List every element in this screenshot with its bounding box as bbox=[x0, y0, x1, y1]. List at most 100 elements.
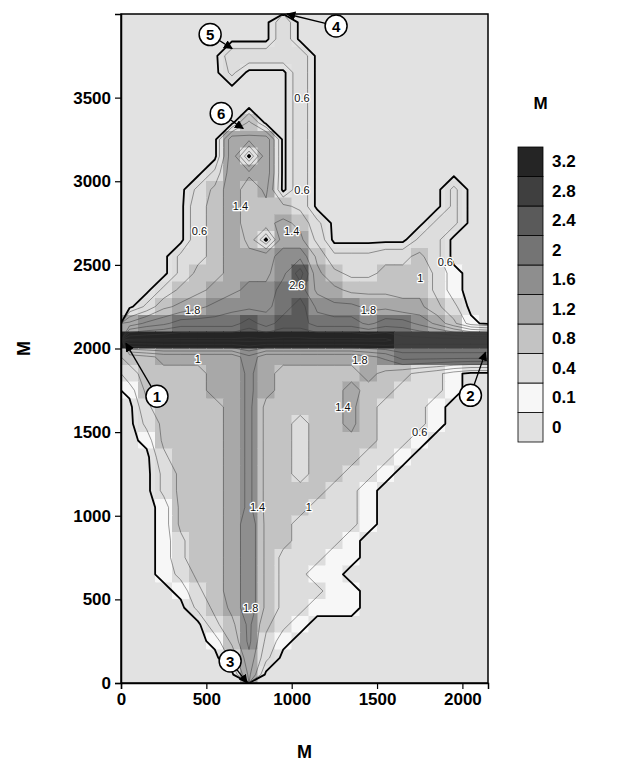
depth-cell bbox=[223, 265, 240, 282]
plot-frame bbox=[121, 14, 488, 683]
depth-cell bbox=[445, 215, 462, 232]
depth-cell bbox=[138, 248, 155, 265]
depth-cell bbox=[206, 516, 223, 533]
depth-cell bbox=[258, 415, 275, 432]
depth-cell bbox=[258, 215, 275, 232]
depth-cell bbox=[172, 616, 189, 633]
depth-cell bbox=[309, 599, 326, 616]
depth-cell bbox=[394, 315, 411, 332]
depth-cell bbox=[377, 298, 394, 315]
x-tick-mark bbox=[292, 683, 293, 689]
depth-cell bbox=[428, 499, 445, 516]
depth-cell bbox=[138, 198, 155, 215]
depth-cell bbox=[121, 47, 138, 64]
depth-cell bbox=[189, 532, 206, 549]
depth-cell bbox=[394, 449, 411, 466]
depth-cell bbox=[172, 599, 189, 616]
depth-cell bbox=[445, 432, 462, 449]
depth-cell bbox=[462, 449, 479, 466]
depth-cell bbox=[462, 466, 479, 483]
x-axis-title: М bbox=[297, 742, 312, 762]
depth-cell bbox=[479, 198, 488, 215]
depth-cell bbox=[360, 616, 377, 633]
depth-cell bbox=[275, 666, 292, 683]
depth-cell bbox=[462, 532, 479, 549]
depth-cell bbox=[206, 583, 223, 600]
depth-cell bbox=[309, 215, 326, 232]
depth-cell bbox=[411, 215, 428, 232]
depth-cell bbox=[172, 31, 189, 48]
depth-cell bbox=[258, 81, 275, 98]
depth-cell bbox=[258, 482, 275, 499]
depth-cell bbox=[394, 549, 411, 566]
depth-cell bbox=[206, 633, 223, 650]
depth-cell bbox=[121, 482, 138, 499]
depth-cell bbox=[394, 499, 411, 516]
depth-cell bbox=[445, 98, 462, 115]
depth-cell bbox=[343, 98, 360, 115]
depth-cell bbox=[479, 599, 488, 616]
depth-cell bbox=[223, 81, 240, 98]
depth-cell bbox=[240, 549, 257, 566]
contour-line bbox=[121, 259, 488, 360]
depth-cell bbox=[445, 499, 462, 516]
depth-cell bbox=[223, 165, 240, 182]
depth-cell bbox=[343, 666, 360, 683]
depth-cell bbox=[240, 466, 257, 483]
depth-cell bbox=[189, 399, 206, 416]
depth-cell bbox=[360, 14, 377, 31]
depth-cell bbox=[155, 365, 172, 382]
y-tick-label: 3500 bbox=[73, 89, 111, 108]
depth-cell bbox=[377, 315, 394, 332]
depth-cell bbox=[377, 616, 394, 633]
depth-cell bbox=[343, 332, 360, 349]
depth-cell bbox=[394, 181, 411, 198]
depth-cell bbox=[206, 265, 223, 282]
depth-cell bbox=[411, 599, 428, 616]
depth-cell bbox=[360, 64, 377, 81]
x-tick: 0 bbox=[117, 683, 126, 709]
depth-cell bbox=[258, 449, 275, 466]
depth-cell bbox=[292, 198, 309, 215]
depth-cell bbox=[428, 532, 445, 549]
depth-cell bbox=[155, 231, 172, 248]
depth-cell bbox=[377, 98, 394, 115]
depth-cell bbox=[326, 549, 343, 566]
depth-cell bbox=[155, 64, 172, 81]
depth-cell bbox=[189, 181, 206, 198]
depth-cell bbox=[326, 181, 343, 198]
depth-cell bbox=[292, 650, 309, 667]
depth-cell bbox=[138, 532, 155, 549]
depth-cell bbox=[172, 432, 189, 449]
colorbar-label: 2.4 bbox=[552, 211, 576, 230]
y-tick: 500 bbox=[83, 590, 121, 609]
depth-cell bbox=[428, 482, 445, 499]
depth-cell bbox=[377, 365, 394, 382]
colorbar-band bbox=[518, 147, 543, 177]
depth-cell bbox=[189, 81, 206, 98]
depth-cell bbox=[121, 549, 138, 566]
depth-cell bbox=[138, 315, 155, 332]
depth-cell bbox=[309, 399, 326, 416]
depth-cell bbox=[223, 399, 240, 416]
depth-cell bbox=[223, 148, 240, 165]
depth-cell bbox=[445, 198, 462, 215]
depth-cell bbox=[240, 516, 257, 533]
depth-cell bbox=[275, 449, 292, 466]
depth-cell bbox=[155, 81, 172, 98]
depth-cell bbox=[240, 633, 257, 650]
depth-cell bbox=[258, 315, 275, 332]
callout-circle bbox=[325, 15, 347, 37]
depth-cell bbox=[292, 165, 309, 182]
depth-cell bbox=[462, 181, 479, 198]
depth-cell bbox=[138, 64, 155, 81]
depth-cell bbox=[462, 666, 479, 683]
depth-cell bbox=[121, 650, 138, 667]
depth-cell bbox=[343, 298, 360, 315]
depth-cell bbox=[360, 148, 377, 165]
depth-cell bbox=[411, 516, 428, 533]
depth-cell bbox=[445, 516, 462, 533]
x-tick: 1000 bbox=[273, 683, 311, 709]
depth-cell bbox=[445, 31, 462, 48]
callout-label: 6 bbox=[217, 105, 225, 122]
